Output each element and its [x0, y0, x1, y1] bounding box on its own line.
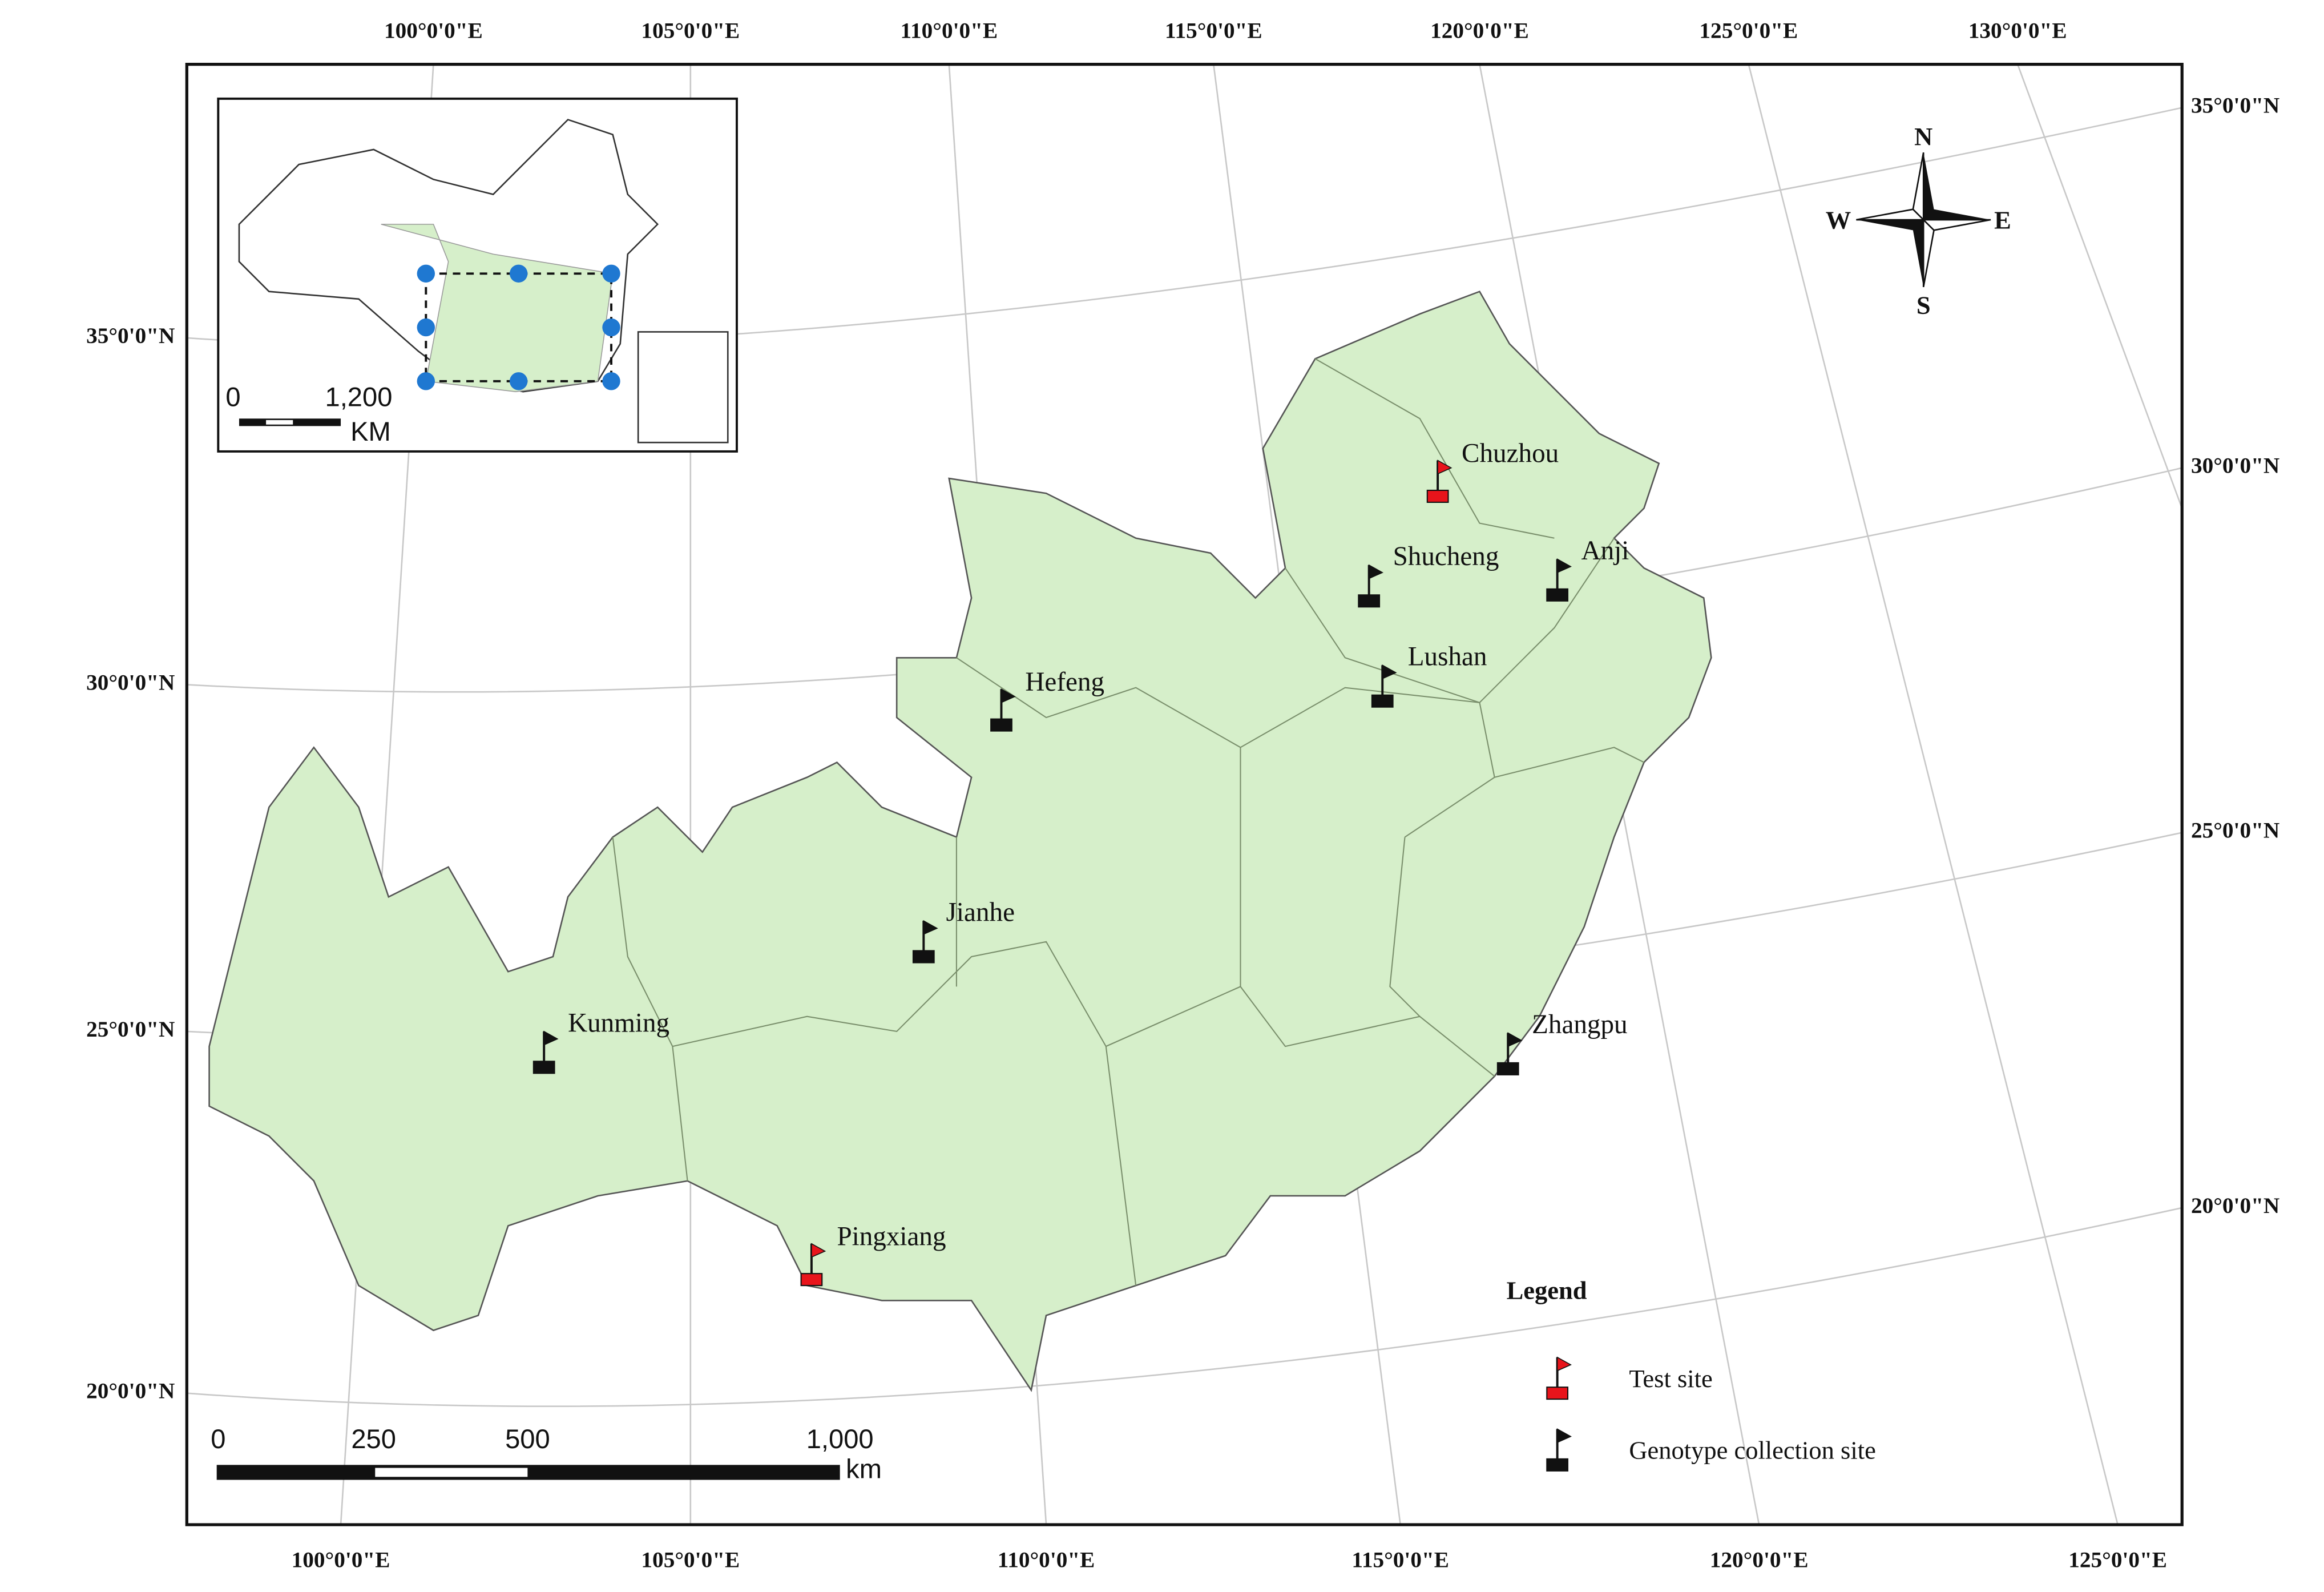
- flag-base: [1546, 1458, 1569, 1472]
- site-flag: [532, 1030, 559, 1074]
- flag-pennant: [543, 1030, 559, 1046]
- bottom-coord-label: 110°0'0"E: [998, 1548, 1095, 1573]
- site-flag: [1546, 558, 1572, 602]
- site-flag: [800, 1243, 826, 1287]
- right-coord-label: 30°0'0"N: [2191, 454, 2279, 478]
- inset-scale-bar-gap: [266, 420, 293, 425]
- bottom-coord-label: 105°0'0"E: [641, 1548, 740, 1573]
- longitude-line: [2016, 64, 2183, 509]
- scale-label: 250: [351, 1424, 396, 1454]
- flag-pennant: [1556, 1356, 1572, 1372]
- flag-base: [990, 718, 1012, 732]
- bottom-coord-label: 120°0'0"E: [1710, 1548, 1809, 1573]
- flag-base: [1546, 1387, 1569, 1400]
- site-flag: [1371, 664, 1397, 708]
- flag-base: [1546, 588, 1569, 602]
- flag-pennant: [1556, 1428, 1572, 1444]
- top-coord-label: 125°0'0"E: [1699, 19, 1798, 43]
- site-label: Chuzhou: [1462, 439, 1559, 469]
- site-flag: [1546, 1356, 1572, 1400]
- flag-base: [912, 950, 935, 964]
- extent-handles: [417, 264, 620, 390]
- flag-base: [532, 1061, 555, 1074]
- site-flag: [1426, 460, 1452, 503]
- flag-pennant: [811, 1243, 826, 1258]
- flag-base: [800, 1273, 823, 1287]
- province-borders: [612, 358, 1644, 1286]
- right-coord-label: 35°0'0"N: [2191, 94, 2279, 118]
- site-label: Zhangpu: [1532, 1010, 1628, 1039]
- inset-scale-label: 0: [225, 382, 240, 412]
- flag-pennant: [1368, 564, 1384, 579]
- flag-pennant: [1507, 1032, 1523, 1047]
- top-coord-label: 110°0'0"E: [901, 19, 998, 43]
- study-region: [208, 291, 1712, 1392]
- flag-base: [1358, 594, 1381, 608]
- top-coord-label: 115°0'0"E: [1165, 19, 1262, 43]
- inset-scale-label: 1,200: [325, 382, 393, 412]
- site-label: Lushan: [1408, 642, 1487, 672]
- bottom-coord-label: 100°0'0"E: [292, 1548, 390, 1573]
- flag-pennant: [1556, 558, 1572, 574]
- legend-label: Test site: [1629, 1364, 1712, 1393]
- right-coord-label: 25°0'0"N: [2191, 819, 2279, 843]
- legend-label: Genotype collection site: [1629, 1436, 1876, 1465]
- site-label: Jianhe: [946, 897, 1015, 927]
- top-coord-label: 100°0'0"E: [384, 19, 483, 43]
- compass-letter: E: [1994, 205, 2011, 234]
- left-coord-label: 35°0'0"N: [86, 324, 175, 348]
- scale-unit: km: [846, 1453, 882, 1484]
- site-label: Kunming: [568, 1008, 669, 1038]
- inset-map: [217, 97, 738, 453]
- flag-pennant: [1382, 664, 1397, 680]
- longitude-line: [1748, 64, 2119, 1525]
- flag-base: [1496, 1062, 1519, 1075]
- inset-scale-unit: KM: [350, 416, 391, 446]
- site-label: Anji: [1581, 536, 1629, 566]
- right-coord-label: 20°0'0"N: [2191, 1194, 2279, 1218]
- site-flag: [1546, 1428, 1572, 1472]
- top-coord-label: 130°0'0"E: [1968, 19, 2067, 43]
- compass-letter: S: [1917, 291, 1931, 320]
- legend-title: Legend: [1507, 1276, 1587, 1304]
- left-coord-label: 25°0'0"N: [86, 1017, 175, 1042]
- bottom-coord-label: 115°0'0"E: [1351, 1548, 1449, 1573]
- top-coord-label: 120°0'0"E: [1430, 19, 1529, 43]
- scale-label: 1,000: [806, 1424, 874, 1454]
- flag-pennant: [1000, 688, 1016, 704]
- flag-base: [1371, 694, 1394, 708]
- latitude-line: [187, 1207, 2182, 1408]
- top-coord-label: 105°0'0"E: [641, 19, 740, 43]
- inset-region: [381, 224, 614, 392]
- scale-bar: [216, 1465, 840, 1480]
- site-label: Shucheng: [1393, 542, 1499, 571]
- left-coord-label: 20°0'0"N: [86, 1379, 175, 1404]
- site-flag: [1358, 564, 1384, 608]
- scale-label: 0: [211, 1424, 225, 1454]
- map-frame: [185, 63, 2184, 1526]
- flag-pennant: [923, 920, 938, 935]
- scale-label: 500: [505, 1424, 550, 1454]
- flag-pennant: [1437, 460, 1452, 475]
- compass-letter: W: [1826, 205, 1851, 234]
- bottom-coord-label: 125°0'0"E: [2068, 1548, 2167, 1573]
- south-sea-box: [637, 331, 729, 444]
- site-flag: [1496, 1032, 1523, 1075]
- flag-base: [1426, 489, 1449, 503]
- site-label: Hefeng: [1025, 667, 1104, 697]
- site-flag: [912, 920, 938, 964]
- compass-letter: N: [1914, 122, 1932, 151]
- site-flag: [990, 688, 1016, 732]
- compass: [1856, 152, 1991, 288]
- site-label: Pingxiang: [837, 1222, 946, 1252]
- left-coord-label: 30°0'0"N: [86, 670, 175, 695]
